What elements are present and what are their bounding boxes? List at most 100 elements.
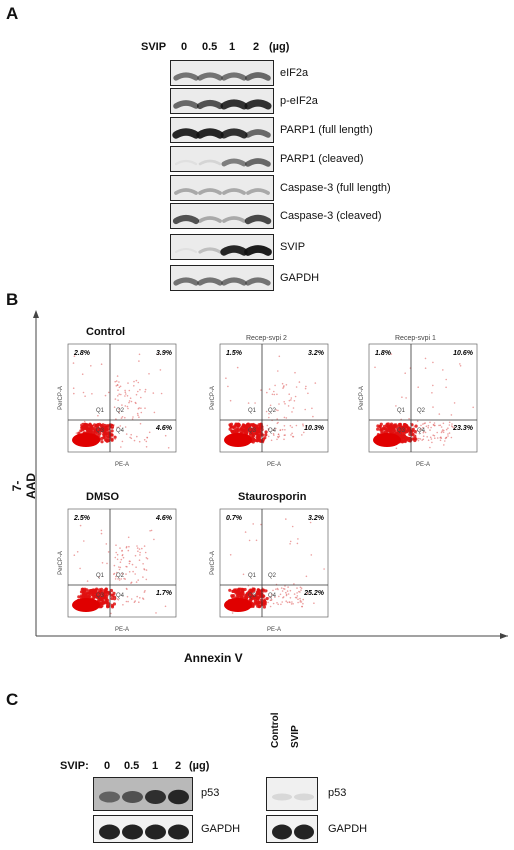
event-dot: [121, 554, 124, 556]
event-dot: [390, 353, 393, 355]
event-dot: [92, 590, 96, 594]
event-dot: [418, 437, 420, 440]
band-lane-1: [174, 159, 198, 166]
event-dot: [126, 595, 129, 598]
event-dot: [126, 395, 129, 397]
c-lane-svip: SVIP: [290, 725, 301, 748]
q2-percent: 3.2%: [308, 350, 325, 357]
event-dot: [144, 407, 146, 409]
event-dot: [392, 428, 396, 432]
event-dot: [97, 414, 99, 417]
flow-plot: 0.7% 3.2% 25.2% Q1 Q2 Q3 Q4 PE-A PerCP-A: [210, 508, 329, 633]
event-dot: [110, 433, 114, 437]
c-dose-0-5: 0.5: [124, 760, 140, 772]
event-dot: [228, 427, 232, 431]
event-dot: [113, 573, 115, 575]
event-dot: [417, 439, 420, 442]
event-dot: [262, 605, 266, 609]
event-dot: [289, 424, 292, 427]
event-dot: [79, 524, 82, 527]
event-dot: [438, 413, 441, 415]
event-dot: [272, 602, 275, 605]
event-dot: [291, 601, 293, 603]
band-lane-1: [173, 277, 199, 286]
event-dot: [100, 363, 103, 365]
event-dot: [132, 416, 134, 418]
q4-percent: 23.3%: [452, 425, 474, 432]
event-dot: [119, 385, 122, 388]
event-dot: [120, 446, 122, 448]
event-dot: [401, 396, 403, 398]
band-lane-4: [168, 824, 189, 840]
event-dot: [135, 393, 138, 396]
q4-label: Q4: [116, 593, 125, 599]
event-dot: [140, 396, 142, 399]
event-dot: [448, 432, 451, 434]
flow-plot: 1.8% 10.6% 23.3% Q1 Q2 Q3 Q4 PE-A PerCP-A: [359, 343, 478, 468]
event-dot: [290, 397, 293, 399]
event-dot: [299, 599, 302, 602]
event-dot: [405, 436, 409, 440]
band-lane-2: [294, 793, 314, 801]
event-dot: [140, 411, 143, 414]
event-dot: [77, 595, 81, 599]
event-dot: [297, 598, 299, 601]
event-dot: [254, 402, 256, 404]
event-dot: [118, 393, 120, 395]
event-dot: [129, 397, 132, 399]
q4-percent: 4.6%: [155, 425, 173, 432]
event-dot: [160, 392, 163, 395]
q4-label: Q4: [268, 428, 277, 434]
q1-label: Q1: [96, 573, 105, 579]
event-dot: [103, 432, 107, 436]
event-dot: [266, 424, 269, 427]
event-dot: [273, 434, 275, 436]
event-dot: [113, 564, 116, 567]
event-dot: [139, 554, 141, 556]
event-dot: [282, 596, 285, 598]
event-dot: [86, 580, 89, 582]
event-dot: [144, 390, 146, 393]
event-dot: [128, 560, 131, 562]
event-dot: [422, 426, 424, 429]
event-dot: [259, 599, 261, 602]
plot-title: DMSO: [86, 491, 119, 503]
event-dot: [416, 429, 419, 432]
plot-xlabel: PE-A: [267, 627, 281, 633]
band-lane-1: [99, 791, 120, 803]
event-dot: [441, 430, 443, 432]
event-dot: [286, 601, 289, 604]
event-dot: [124, 389, 126, 392]
blot-a-label: p-eIF2a: [280, 95, 318, 107]
band-lane-2: [122, 824, 143, 840]
event-dot: [445, 378, 447, 381]
event-dot: [100, 440, 104, 444]
event-dot: [264, 433, 268, 437]
event-dot: [101, 429, 105, 434]
q4-label: Q4: [268, 593, 277, 599]
event-dot: [225, 377, 227, 379]
q2-percent: 3.9%: [156, 350, 173, 357]
band-lane-4: [245, 158, 271, 167]
band-lane-1: [173, 72, 199, 81]
event-dot: [86, 595, 90, 599]
flow-cytometry-frame: [33, 310, 508, 639]
band-lane-1: [272, 793, 292, 801]
event-dot: [129, 436, 131, 439]
blot-c-right-gapdh-label: GAPDH: [328, 823, 368, 835]
population-core: [224, 433, 252, 447]
event-dot: [302, 424, 304, 427]
event-dot: [285, 600, 287, 602]
event-dot: [128, 389, 131, 392]
event-dot: [429, 429, 431, 431]
event-dot: [118, 381, 120, 383]
event-dot: [278, 355, 281, 358]
event-dot: [306, 592, 309, 595]
event-dot: [287, 593, 290, 595]
event-dot: [395, 405, 397, 407]
blot-a-p-eif2a: [170, 88, 274, 114]
event-dot: [84, 395, 86, 397]
event-dot: [121, 573, 124, 575]
event-dot: [122, 556, 125, 559]
event-dot: [115, 380, 118, 382]
